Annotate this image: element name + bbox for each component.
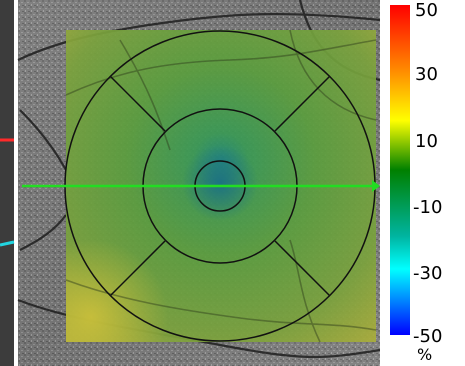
map-vessels [65,29,377,343]
oct-bscan-strip [0,0,14,366]
grid-spoke-top-left [109,75,166,132]
grid-spoke-bottom-left [109,240,166,297]
scan-line-arrow [372,180,380,192]
colorbar-unit: % [417,345,433,364]
colorbar-tick-neg50: -50 [413,326,443,347]
thickness-map-viewer[interactable] [0,0,380,366]
colorbar-tick-30: 30 [415,64,438,85]
colorbar-tick-neg10: -10 [413,197,443,218]
colorbar-gradient [390,5,410,335]
colorbar: 50 30 10 -10 -30 -50 % [385,0,465,366]
fovea-low-region [182,145,258,221]
colorbar-tick-neg30: -30 [413,263,443,284]
grid-spoke-bottom-right [274,240,331,297]
bscan-marker-cyan [0,240,15,247]
colorbar-tick-50: 50 [415,0,438,21]
grid-spoke-top-right [274,75,331,132]
colorbar-tick-10: 10 [415,131,438,152]
